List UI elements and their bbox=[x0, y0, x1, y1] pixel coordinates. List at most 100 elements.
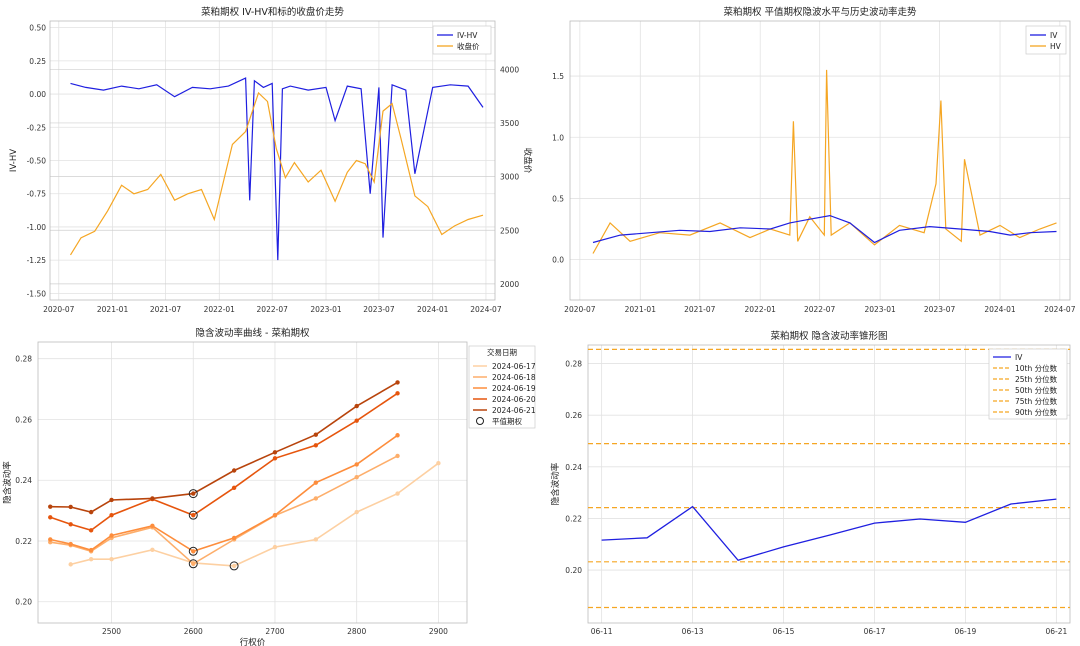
y-axis-label: IV-HV bbox=[9, 149, 19, 172]
x-tick-label: 2021-07 bbox=[684, 305, 716, 314]
y-tick-label: 0.28 bbox=[15, 355, 32, 364]
data-point bbox=[191, 561, 196, 566]
x-tick-label: 2023-07 bbox=[924, 305, 956, 314]
chart-title: 菜粕期权 平值期权隐波水平与历史波动率走势 bbox=[723, 6, 917, 18]
legend-label: 2024-06-20 bbox=[492, 395, 536, 404]
data-point bbox=[68, 522, 73, 527]
data-point bbox=[150, 547, 155, 552]
data-point bbox=[272, 544, 278, 550]
plot-frame bbox=[569, 20, 1071, 301]
data-point bbox=[48, 537, 53, 542]
x-tick-label: 06-13 bbox=[682, 627, 704, 636]
y-axis-label: 隐含波动率 bbox=[2, 461, 13, 504]
x-tick-label: 2800 bbox=[347, 627, 366, 636]
y2-tick-label: 3500 bbox=[500, 119, 519, 128]
data-point bbox=[88, 528, 94, 533]
x-tick-label: 2024-01 bbox=[984, 305, 1016, 314]
chart-title: 隐含波动率曲线 - 菜粕期权 bbox=[196, 327, 310, 339]
data-point bbox=[150, 523, 155, 528]
x-tick-label: 2900 bbox=[429, 627, 448, 636]
y-axis-label: 隐含波动率 bbox=[550, 462, 561, 505]
x-tick-label: 2024-07 bbox=[470, 305, 502, 314]
y-tick-label: -0.25 bbox=[27, 123, 47, 132]
data-point bbox=[395, 453, 400, 459]
legend-label: HV bbox=[1050, 42, 1062, 51]
y-tick-label: -0.75 bbox=[27, 190, 47, 199]
x-tick-label: 2600 bbox=[184, 627, 203, 636]
y-tick-label: 0.24 bbox=[565, 463, 582, 472]
series-line bbox=[592, 69, 1057, 254]
x-tick-label: 06-17 bbox=[864, 627, 886, 636]
legend-box bbox=[988, 348, 1068, 420]
y2-tick-label: 3000 bbox=[500, 173, 519, 182]
data-point bbox=[68, 541, 73, 547]
data-point bbox=[231, 468, 237, 473]
y-tick-label: -1.00 bbox=[27, 223, 47, 232]
legend-box bbox=[432, 25, 492, 55]
y-tick-label: 0.00 bbox=[29, 90, 46, 99]
x-axis-label: 行权价 bbox=[240, 637, 266, 646]
data-point bbox=[48, 515, 53, 520]
data-point bbox=[313, 496, 319, 501]
x-tick-label: 2022-01 bbox=[745, 305, 777, 314]
legend-label: IV bbox=[1015, 353, 1023, 362]
legend-label: 50th 分位数 bbox=[1015, 385, 1058, 395]
atm-marker bbox=[188, 489, 198, 499]
y-tick-label: 1.5 bbox=[552, 72, 564, 81]
data-point bbox=[231, 563, 237, 569]
data-point bbox=[313, 443, 319, 448]
series-line bbox=[601, 498, 1057, 562]
x-tick-label: 2021-07 bbox=[150, 305, 182, 314]
x-tick-label: 2020-07 bbox=[564, 305, 596, 314]
data-point bbox=[68, 562, 73, 567]
series-line bbox=[70, 77, 484, 261]
y2-tick-label: 2000 bbox=[500, 280, 519, 289]
data-point bbox=[231, 535, 237, 541]
iv-smile-chart: 2500 2600 2700 2800 2900 0.28 0.26 0.24 0.22 0.20… bbox=[2, 327, 536, 646]
data-point bbox=[88, 547, 94, 553]
data-point bbox=[354, 418, 359, 423]
data-point bbox=[395, 433, 400, 438]
y-tick-label: 0.26 bbox=[565, 411, 582, 420]
y-tick-label: -1.25 bbox=[27, 256, 47, 265]
data-point bbox=[436, 461, 441, 466]
y-tick-label: 0.22 bbox=[15, 537, 32, 546]
y-tick-label: 0.26 bbox=[15, 415, 32, 424]
x-tick-label: 2700 bbox=[265, 627, 284, 636]
x-tick-label: 2500 bbox=[102, 627, 121, 636]
legend-label: IV bbox=[1050, 31, 1058, 40]
y-tick-label: 0.5 bbox=[552, 194, 564, 203]
x-tick-label: 2024-07 bbox=[1044, 305, 1076, 314]
data-point bbox=[109, 497, 114, 503]
x-tick-label: 2023-07 bbox=[363, 305, 395, 314]
y-tick-label: -1.50 bbox=[27, 289, 47, 298]
x-tick-label: 2021-01 bbox=[625, 305, 657, 314]
data-point bbox=[272, 456, 278, 461]
legend-box bbox=[1025, 25, 1067, 55]
series-line bbox=[50, 381, 398, 513]
data-point bbox=[354, 403, 359, 409]
y-tick-label: 0.0 bbox=[552, 256, 564, 265]
legend-label: 2024-06-18 bbox=[492, 373, 536, 382]
x-tick-label: 2023-01 bbox=[310, 305, 342, 314]
y2-tick-label: 4000 bbox=[500, 65, 519, 74]
y-tick-label: 0.25 bbox=[29, 57, 46, 66]
y-tick-label: -0.50 bbox=[27, 157, 47, 166]
x-tick-label: 2022-01 bbox=[204, 305, 236, 314]
y-tick-label: 0.28 bbox=[565, 360, 582, 369]
data-point bbox=[231, 485, 237, 491]
y-tick-label: 0.24 bbox=[15, 476, 32, 485]
plot-frame bbox=[49, 20, 496, 301]
data-point bbox=[109, 533, 114, 538]
data-point bbox=[272, 450, 278, 455]
legend-title: 交易日期 bbox=[487, 347, 517, 357]
data-point bbox=[313, 537, 319, 542]
x-tick-label: 06-21 bbox=[1045, 627, 1067, 636]
series-line bbox=[592, 214, 1057, 244]
y-tick-label: 0.22 bbox=[565, 514, 582, 523]
atm-marker bbox=[188, 546, 198, 556]
x-tick-label: 2023-01 bbox=[864, 305, 896, 314]
x-tick-label: 2020-07 bbox=[43, 305, 75, 314]
y-tick-label: 0.50 bbox=[29, 24, 46, 33]
